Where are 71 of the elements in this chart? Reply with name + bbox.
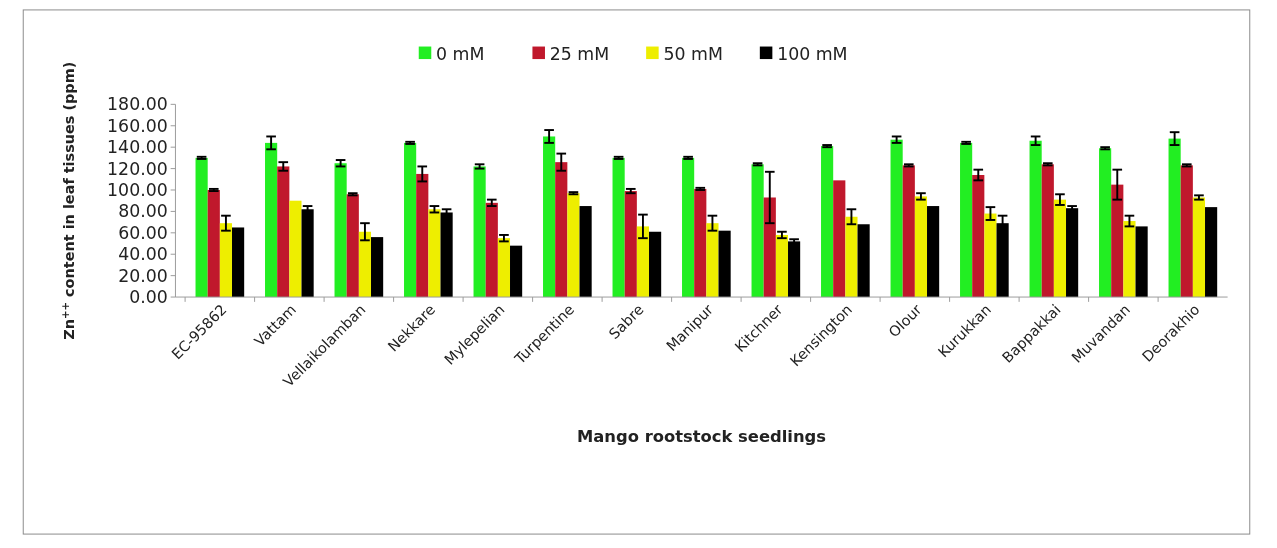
bar bbox=[579, 206, 592, 298]
bar bbox=[1192, 197, 1206, 298]
bar bbox=[428, 209, 441, 298]
bar bbox=[775, 234, 789, 298]
bar bbox=[902, 165, 915, 298]
y-tick-label: 40.00 bbox=[118, 244, 168, 265]
bar bbox=[207, 190, 220, 298]
y-tick-label: 0.00 bbox=[129, 287, 168, 308]
bar bbox=[510, 245, 523, 298]
bar bbox=[543, 136, 556, 298]
bar bbox=[624, 191, 637, 298]
legend-label: 25 mM bbox=[549, 44, 610, 65]
bar bbox=[751, 164, 764, 298]
bar bbox=[473, 166, 486, 298]
bar bbox=[984, 213, 997, 298]
bar bbox=[277, 166, 290, 298]
bar bbox=[555, 162, 568, 298]
bar bbox=[763, 197, 776, 298]
y-tick-label: 20.00 bbox=[118, 265, 168, 286]
bar bbox=[289, 200, 302, 298]
bar bbox=[1123, 221, 1136, 298]
bar bbox=[636, 226, 650, 298]
bar bbox=[1168, 138, 1181, 298]
legend-label: 100 mM bbox=[777, 44, 848, 65]
bar bbox=[612, 157, 625, 298]
y-tick-label: 160.00 bbox=[107, 115, 168, 136]
bar bbox=[334, 163, 347, 298]
bar bbox=[1029, 140, 1042, 298]
bar bbox=[265, 142, 278, 298]
bar bbox=[358, 231, 372, 298]
bar bbox=[440, 212, 453, 298]
y-tick-label: 60.00 bbox=[118, 222, 168, 243]
bar bbox=[1180, 165, 1193, 298]
bar bbox=[927, 206, 940, 298]
legend-label: 50 mM bbox=[663, 44, 723, 65]
bar bbox=[416, 173, 429, 298]
bar bbox=[195, 157, 208, 298]
bar bbox=[567, 193, 580, 298]
bar bbox=[346, 194, 359, 298]
bar bbox=[1135, 226, 1148, 298]
bar bbox=[972, 175, 985, 298]
bar bbox=[718, 230, 731, 298]
bar bbox=[706, 223, 719, 298]
bar bbox=[857, 224, 870, 298]
bar bbox=[1099, 148, 1112, 298]
x-axis-title: Mango rootstock seedlings bbox=[577, 426, 827, 446]
bar bbox=[682, 157, 695, 298]
bar bbox=[1053, 199, 1067, 298]
legend-label: 0 mM bbox=[436, 44, 485, 65]
bar bbox=[219, 223, 233, 298]
y-tick-label: 80.00 bbox=[118, 201, 168, 222]
bar bbox=[914, 196, 928, 298]
bar bbox=[1066, 208, 1079, 298]
bar bbox=[788, 241, 801, 298]
bar bbox=[821, 146, 834, 298]
y-tick-label: 100.00 bbox=[107, 180, 168, 201]
bar bbox=[404, 142, 417, 298]
bar bbox=[890, 139, 903, 298]
bar bbox=[1111, 184, 1124, 298]
y-tick-label: 120.00 bbox=[107, 158, 168, 179]
bar bbox=[301, 209, 314, 298]
bar bbox=[497, 238, 511, 298]
y-tick-label: 180.00 bbox=[107, 94, 168, 115]
bar bbox=[1205, 207, 1218, 298]
bar bbox=[694, 188, 707, 298]
bar bbox=[1041, 164, 1054, 298]
bar bbox=[845, 216, 858, 298]
bar bbox=[833, 180, 846, 298]
bar bbox=[485, 202, 498, 298]
y-tick-label: 140.00 bbox=[107, 137, 168, 158]
bar bbox=[960, 142, 973, 298]
